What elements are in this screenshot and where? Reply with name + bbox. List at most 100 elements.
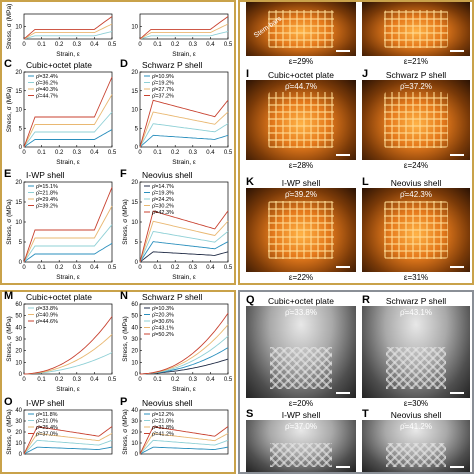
y-tick-label: 10 — [15, 360, 22, 366]
series-line-3 — [139, 111, 229, 148]
series-line-2 — [139, 23, 229, 40]
scale-bar — [336, 154, 350, 156]
photo-panel-ph_t: ρ̄=41.2% T Neovius shell — [362, 408, 470, 472]
plot-svg: 0 5 10 15 20 0 0.1 0.2 0.3 0.4 0.5 Strain, ε Stress,… — [122, 180, 232, 280]
x-tick-label: 0 — [138, 377, 142, 383]
series-line-3 — [139, 230, 229, 263]
scale-bar — [336, 50, 350, 52]
series-line-1 — [23, 129, 113, 148]
y-tick-label: 10 — [131, 441, 138, 447]
strain-caption: ε=28% — [288, 161, 314, 170]
x-axis-label: Strain, ε — [56, 159, 80, 165]
plot-panel-p_m: 0 10 20 30 40 50 60 0 0.1 0.2 0.3 0.4 0.5 Strain, ε St… — [4, 290, 116, 392]
panel-title: Schwarz P shell — [142, 292, 203, 302]
y-axis-label: Stress, σ (MPa) — [6, 87, 13, 133]
panel-title: I-WP shell — [281, 178, 321, 188]
legend-entry: ρ̄=41.2% — [152, 432, 174, 438]
series-line-1 — [139, 31, 229, 40]
panel-letter: F — [120, 168, 127, 180]
panel-title: Cubic+octet plate — [26, 60, 92, 70]
panel-letter: N — [120, 290, 128, 302]
specimen-photo: ρ̄=33.8% — [246, 306, 356, 398]
x-tick-label: 0.5 — [108, 150, 116, 156]
x-tick-label: 0.5 — [224, 377, 232, 383]
plot-panel-p_c: 0 5 10 15 20 0 0.1 0.2 0.3 0.4 0.5 Strain, ε Stress,… — [4, 58, 116, 165]
y-tick-label: 10 — [131, 220, 138, 226]
plot-svg: 10 0 0.1 0.2 0.3 0.4 0.5 Strain, ε — [131, 13, 232, 57]
panel-title: Schwarz P shell — [385, 296, 447, 306]
legend-entry: ρ̄=33.8% — [36, 306, 58, 312]
y-tick-label: 20 — [131, 430, 138, 436]
plot-panel-p_n: 0 10 20 30 40 50 60 0 0.1 0.2 0.3 0.4 0.5 Strain, ε St… — [120, 290, 232, 392]
x-tick-label: 0.4 — [206, 42, 215, 48]
y-tick-label: 10 — [131, 108, 138, 114]
strain-caption: ε=22% — [288, 273, 314, 282]
top-right-frame — [238, 0, 474, 285]
series-line-3 — [23, 205, 113, 263]
density-overlay: ρ̄=41.2% — [400, 422, 432, 431]
x-tick-label: 0.2 — [171, 377, 180, 383]
plot-svg: 0 5 10 15 20 0 0.1 0.2 0.3 0.4 0.5 Strain, ε ρ̄=10.9… — [131, 70, 232, 165]
plot-panel-p_a: 10 0 0.1 0.2 0.3 0.4 0.5 Strain, ε Stress, σ (MP… — [4, 2, 116, 57]
photo-panel-ph_k: ρ̄=39.2% K I-WP shell ε=22% — [246, 176, 356, 282]
y-tick-label: 30 — [15, 337, 22, 343]
lattice-texture — [270, 443, 332, 467]
lattice-texture — [270, 347, 332, 389]
y-tick-label: 40 — [15, 325, 22, 331]
series-line-1 — [139, 358, 229, 375]
specimen-photo: ρ̄=39.2% — [246, 188, 356, 272]
y-axis-label: Stress, σ (MPa) — [122, 199, 129, 245]
strain-caption: ε=29% — [288, 57, 314, 66]
lattice-texture — [383, 200, 449, 260]
legend-entry: ρ̄=37.2% — [152, 94, 174, 100]
lattice-texture — [383, 10, 449, 48]
y-tick-label: 10 — [15, 220, 22, 226]
x-tick-label: 0.3 — [189, 265, 198, 271]
scale-bar — [336, 392, 350, 394]
y-tick-label: 10 — [131, 25, 138, 31]
x-tick-label: 0.2 — [55, 265, 64, 271]
panel-title: I-WP shell — [26, 398, 65, 408]
x-tick-label: 0.3 — [73, 42, 82, 48]
y-tick-label: 0 — [19, 260, 23, 266]
series-line-2 — [23, 439, 113, 455]
y-axis-label: Stress, σ (MPa) — [122, 409, 129, 455]
specimen-photo: Stem bars — [246, 2, 356, 56]
panel-letter: M — [4, 290, 14, 302]
y-tick-label: 30 — [131, 419, 138, 425]
x-tick-label: 0.4 — [90, 150, 99, 156]
plot-svg: 0 5 10 15 20 0 0.1 0.2 0.3 0.4 0.5 Strain, ε Stress,… — [6, 70, 116, 165]
density-overlay: ρ̄=37.2% — [400, 82, 432, 91]
legend-entry: ρ̄=25.4% — [36, 425, 58, 431]
plot-panel-p_b: 10 0 0.1 0.2 0.3 0.4 0.5 Strain, ε — [120, 2, 232, 57]
panel-title: Neovius shell — [142, 170, 193, 180]
strain-caption: ε=31% — [403, 273, 429, 282]
legend-entry: ρ̄=50.2% — [152, 332, 174, 338]
y-tick-label: 30 — [131, 337, 138, 343]
series-line-2 — [23, 111, 113, 148]
x-tick-label: 0.1 — [37, 42, 46, 48]
x-tick-label: 0.1 — [153, 265, 162, 271]
y-tick-label: 20 — [15, 349, 22, 355]
x-tick-label: 0 — [138, 265, 142, 271]
series-line-4 — [139, 220, 229, 263]
x-tick-label: 0 — [138, 42, 142, 48]
legend-entry: ρ̄=43.1% — [152, 326, 174, 332]
plot-panel-p_f: 0 5 10 15 20 0 0.1 0.2 0.3 0.4 0.5 Strain, ε Stress,… — [120, 168, 232, 280]
x-tick-label: 0.3 — [73, 265, 82, 271]
legend-entry: ρ̄=40.9% — [36, 313, 58, 319]
strain-caption: ε=24% — [403, 161, 429, 170]
y-tick-label: 0 — [135, 260, 139, 266]
y-tick-label: 5 — [19, 240, 23, 246]
legend-entry: ρ̄=19.2% — [152, 81, 174, 87]
specimen-photo: ρ̄=41.2% — [362, 420, 470, 472]
legend-entry: ρ̄=42.3% — [152, 210, 174, 216]
lattice-texture — [268, 200, 334, 260]
x-tick-label: 0.4 — [206, 265, 215, 271]
lattice-texture — [268, 92, 334, 148]
y-tick-label: 60 — [131, 302, 138, 308]
specimen-photo — [362, 2, 470, 56]
plot-svg: 10 0 0.1 0.2 0.3 0.4 0.5 Strain, ε Stress, σ (MP… — [6, 4, 116, 57]
panel-title: Neovius shell — [142, 398, 193, 408]
